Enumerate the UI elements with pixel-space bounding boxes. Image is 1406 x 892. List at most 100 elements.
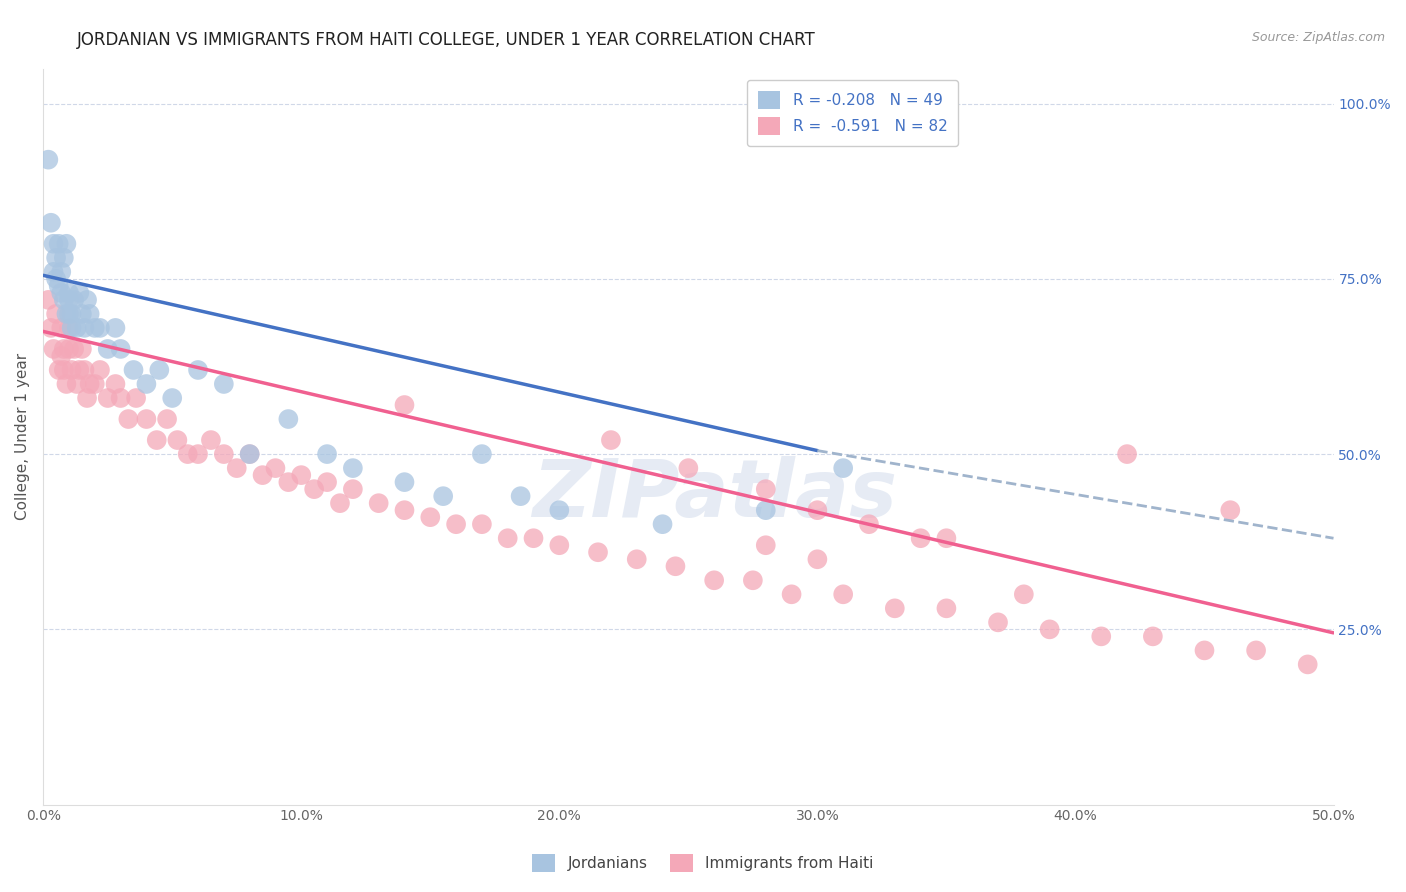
- Point: [51, 349, 73, 363]
- Point: [66, 376, 89, 391]
- Point: [110, 342, 132, 356]
- Point: [145, 433, 167, 447]
- Point: [651, 517, 673, 532]
- Point: [471, 517, 494, 532]
- Point: [252, 468, 274, 483]
- Point: [67, 285, 90, 300]
- Point: [45, 272, 67, 286]
- Point: [42, 265, 65, 279]
- Point: [239, 447, 262, 461]
- Point: [125, 391, 148, 405]
- Point: [1142, 629, 1164, 643]
- Point: [52, 363, 75, 377]
- Point: [329, 496, 352, 510]
- Point: [703, 574, 725, 588]
- Text: JORDANIAN VS IMMIGRANTS FROM HAITI COLLEGE, UNDER 1 YEAR CORRELATION CHART: JORDANIAN VS IMMIGRANTS FROM HAITI COLLE…: [77, 31, 815, 49]
- Point: [39, 216, 62, 230]
- Point: [83, 321, 105, 335]
- Point: [52, 251, 75, 265]
- Point: [342, 482, 364, 496]
- Point: [1116, 447, 1139, 461]
- Point: [394, 475, 416, 490]
- Point: [79, 307, 101, 321]
- Point: [277, 412, 299, 426]
- Point: [1219, 503, 1241, 517]
- Point: [1296, 657, 1319, 672]
- Point: [166, 433, 188, 447]
- Point: [316, 447, 339, 461]
- Point: [117, 412, 139, 426]
- Point: [51, 321, 73, 335]
- Point: [73, 363, 96, 377]
- Point: [935, 601, 957, 615]
- Point: [37, 153, 59, 167]
- Point: [48, 278, 70, 293]
- Point: [76, 293, 98, 307]
- Legend: R = -0.208   N = 49, R =  -0.591   N = 82: R = -0.208 N = 49, R = -0.591 N = 82: [747, 80, 957, 146]
- Point: [394, 503, 416, 517]
- Point: [122, 363, 145, 377]
- Point: [52, 293, 75, 307]
- Point: [910, 531, 932, 545]
- Point: [58, 321, 80, 335]
- Point: [290, 468, 312, 483]
- Point: [444, 517, 467, 532]
- Point: [755, 538, 778, 552]
- Point: [48, 236, 70, 251]
- Point: [342, 461, 364, 475]
- Point: [935, 531, 957, 545]
- Point: [63, 342, 86, 356]
- Point: [600, 433, 623, 447]
- Point: [76, 391, 98, 405]
- Point: [419, 510, 441, 524]
- Point: [1012, 587, 1035, 601]
- Point: [160, 391, 183, 405]
- Point: [135, 376, 157, 391]
- Point: [212, 447, 235, 461]
- Point: [148, 363, 170, 377]
- Point: [60, 363, 83, 377]
- Point: [83, 376, 105, 391]
- Point: [58, 285, 80, 300]
- Point: [987, 615, 1010, 630]
- Point: [858, 517, 880, 532]
- Y-axis label: College, Under 1 year: College, Under 1 year: [15, 353, 30, 520]
- Point: [806, 503, 828, 517]
- Point: [73, 321, 96, 335]
- Point: [42, 236, 65, 251]
- Point: [394, 398, 416, 412]
- Point: [45, 307, 67, 321]
- Point: [302, 482, 325, 496]
- Point: [626, 552, 648, 566]
- Point: [664, 559, 686, 574]
- Point: [741, 574, 763, 588]
- Point: [212, 376, 235, 391]
- Text: ZIPatlas: ZIPatlas: [531, 457, 897, 534]
- Point: [780, 587, 803, 601]
- Point: [55, 307, 77, 321]
- Point: [89, 363, 111, 377]
- Point: [52, 342, 75, 356]
- Point: [1194, 643, 1216, 657]
- Point: [239, 447, 262, 461]
- Point: [432, 489, 454, 503]
- Point: [42, 342, 65, 356]
- Point: [45, 251, 67, 265]
- Point: [586, 545, 609, 559]
- Point: [58, 307, 80, 321]
- Point: [264, 461, 287, 475]
- Point: [63, 293, 86, 307]
- Point: [496, 531, 519, 545]
- Legend: Jordanians, Immigrants from Haiti: Jordanians, Immigrants from Haiti: [524, 846, 882, 880]
- Point: [97, 342, 120, 356]
- Point: [51, 265, 73, 279]
- Point: [755, 503, 778, 517]
- Point: [187, 447, 209, 461]
- Point: [39, 321, 62, 335]
- Point: [471, 447, 494, 461]
- Point: [316, 475, 339, 490]
- Point: [1244, 643, 1267, 657]
- Point: [79, 376, 101, 391]
- Point: [883, 601, 905, 615]
- Point: [1039, 623, 1062, 637]
